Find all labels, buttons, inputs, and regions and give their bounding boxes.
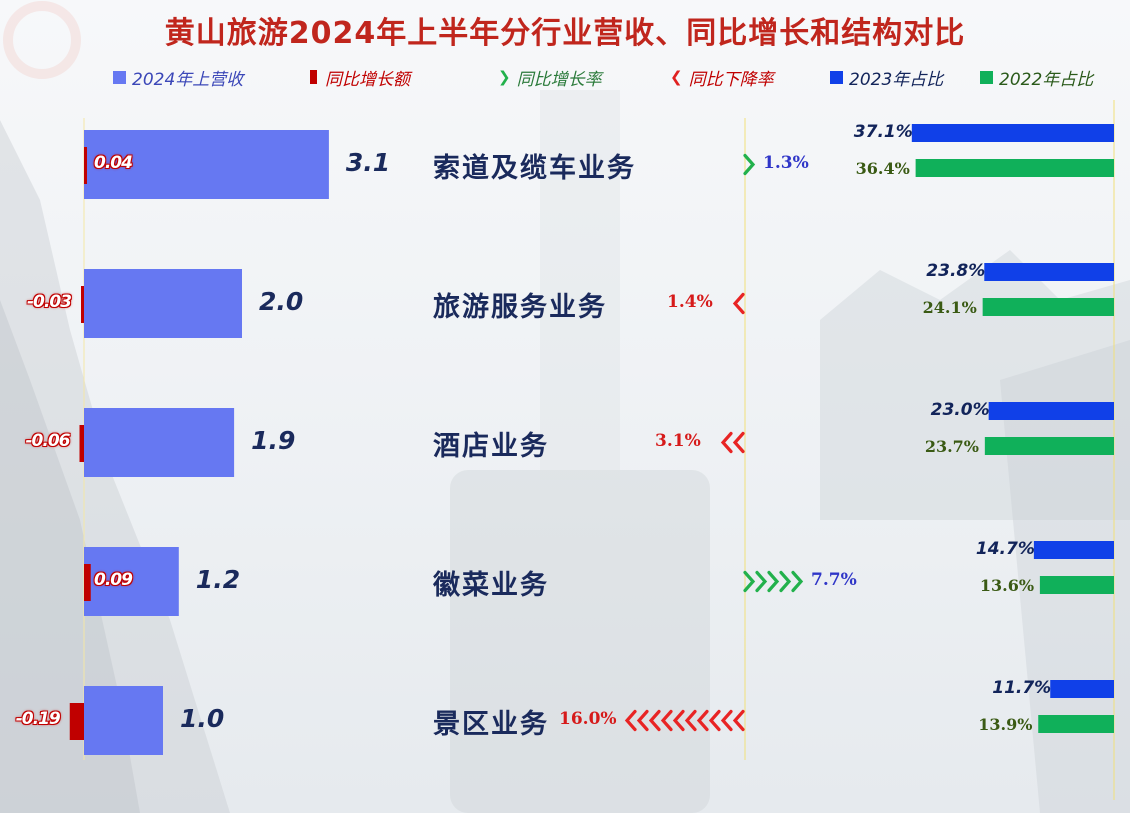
share-2022-label: 36.4% (855, 159, 910, 178)
revenue-bar (84, 547, 179, 616)
category-label: 景区业务 (433, 708, 549, 740)
category-label: 索道及缆车业务 (433, 152, 636, 184)
revenue-value-label: 1.2 (195, 564, 241, 594)
share-2023-label: 14.7% (975, 539, 1035, 559)
revenue-bar (84, 408, 235, 477)
chevron-left-icon (684, 709, 697, 732)
share-2022-label: 24.1% (922, 298, 977, 317)
legend: 2024年上营收 同比增长额 ❯ 同比增长率 ❮ 同比下降率 2023年占比 2… (0, 62, 1130, 92)
category-label: 旅游服务业务 (433, 291, 607, 323)
legend-label: 2023年占比 (849, 69, 944, 90)
chevron-left-icon (720, 709, 733, 732)
chevron-right-icon (743, 570, 756, 593)
revenue-value-label: 1.9 (251, 425, 296, 455)
chevron-right-icon (767, 570, 780, 593)
share-2023-label: 11.7% (992, 678, 1052, 698)
decline-rate-chevrons (720, 431, 745, 454)
chevron-left-icon (720, 431, 733, 454)
chevron-left-icon (636, 709, 649, 732)
share-2023-bar (988, 402, 1114, 420)
growth-rate-label: 1.3% (763, 152, 809, 173)
chevron-left-icon (708, 709, 721, 732)
share-2022-bar (1039, 576, 1114, 594)
legend-label: 同比增长额 (325, 69, 410, 90)
legend-item-share-2022: 2022年占比 (980, 62, 1093, 92)
revenue-bar (84, 130, 329, 199)
share-2023-bar (911, 124, 1114, 142)
share-2022-label: 13.9% (978, 715, 1033, 734)
share-2023-bar (1033, 541, 1114, 559)
chevron-left-icon (672, 709, 685, 732)
share-2022-label: 13.6% (979, 576, 1035, 595)
chevron-left-icon: ❮ (670, 68, 683, 86)
share-2022-bar (984, 437, 1114, 455)
change-amount-bar (81, 286, 84, 323)
change-amount-label: 0.09 (94, 569, 133, 590)
share-2023-bar (984, 263, 1114, 281)
revenue-value-label: 1.0 (180, 703, 225, 733)
revenue-value-label: 2.0 (259, 286, 304, 316)
legend-label: 2022年占比 (999, 69, 1094, 90)
share-2023-label: 23.8% (926, 261, 986, 281)
chevron-right-icon: ❯ (498, 68, 511, 86)
change-amount-label: -0.06 (25, 430, 71, 451)
growth-rate-label: 7.7% (811, 569, 857, 590)
decline-rate-label: 3.1% (655, 430, 701, 451)
change-amount-bar (84, 147, 87, 184)
chevron-left-icon (660, 709, 673, 732)
change-amount-bar (79, 425, 84, 462)
legend-swatch (310, 70, 317, 84)
legend-item-growth-rate: ❯ 同比增长率 (498, 62, 602, 92)
legend-item-share-2023: 2023年占比 (830, 62, 943, 92)
legend-label: 同比下降率 (688, 69, 774, 90)
share-2023-bar (1050, 680, 1114, 698)
legend-label: 同比增长率 (516, 69, 602, 90)
share-2022-label: 23.7% (924, 437, 979, 456)
share-2022-bar (915, 159, 1114, 177)
legend-swatch (980, 70, 993, 84)
decline-rate-label: 16.0% (559, 708, 617, 729)
decline-rate-chevrons (624, 709, 745, 732)
category-label: 酒店业务 (433, 430, 549, 462)
change-amount-label: -0.19 (15, 708, 61, 729)
legend-swatch (113, 70, 126, 84)
chevron-left-icon (648, 709, 661, 732)
chevron-left-icon (732, 709, 745, 732)
share-2022-bar (1038, 715, 1114, 733)
chevron-right-icon (779, 570, 792, 593)
chart-title: 黄山旅游2024年上半年分行业营收、同比增长和结构对比 (164, 16, 966, 51)
decline-rate-label: 1.4% (667, 291, 713, 312)
revenue-bar (84, 269, 242, 338)
legend-item-decline-rate: ❮ 同比下降率 (670, 62, 774, 92)
revenue-value-label: 3.1 (345, 147, 391, 177)
revenue-bar (84, 686, 163, 755)
chevron-right-icon (791, 570, 804, 593)
chevron-left-icon (732, 292, 745, 315)
chevron-left-icon (696, 709, 709, 732)
legend-label: 2024年上营收 (132, 69, 244, 90)
chevron-right-icon (743, 153, 756, 176)
change-amount-bar (69, 703, 84, 740)
growth-rate-chevrons (743, 153, 756, 176)
share-2022-bar (982, 298, 1114, 316)
legend-item-revenue: 2024年上营收 (113, 62, 243, 92)
chevron-left-icon (732, 431, 745, 454)
chevron-left-icon (624, 709, 637, 732)
growth-rate-chevrons (743, 570, 804, 593)
legend-item-change-amount: 同比增长额 (310, 62, 410, 92)
legend-swatch (830, 70, 843, 84)
share-2023-label: 23.0% (930, 400, 990, 420)
decline-rate-chevrons (732, 292, 745, 315)
change-amount-label: -0.03 (27, 291, 72, 312)
change-amount-label: 0.04 (94, 152, 133, 173)
share-2023-label: 37.1% (853, 122, 913, 142)
change-amount-bar (84, 564, 91, 601)
category-label: 徽菜业务 (433, 569, 549, 601)
chevron-right-icon (755, 570, 768, 593)
